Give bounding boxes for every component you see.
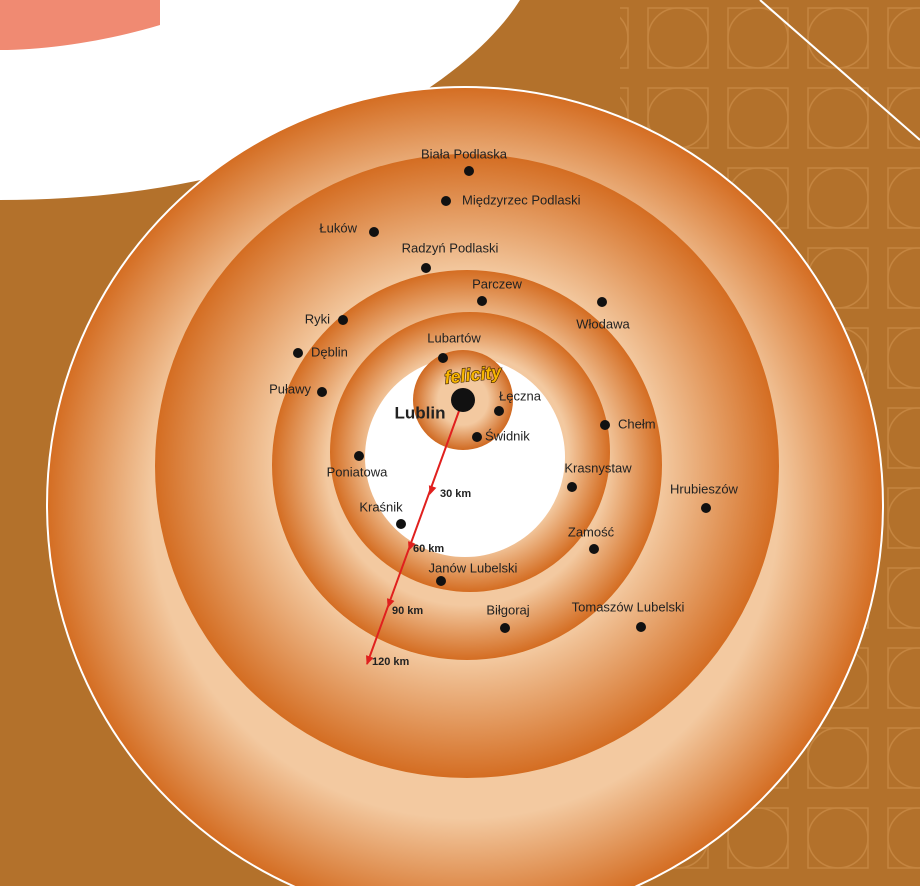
paper [0,0,520,200]
city-label: Radzyń Podlaski [402,240,499,255]
city-label: Zamość [568,524,615,539]
city-label: Włodawa [576,316,630,331]
city-label: Tomaszów Lubelski [572,599,685,614]
city-dot [421,263,431,273]
city-dot [589,544,599,554]
city-label: Biłgoraj [486,602,529,617]
city-label: Parczew [472,276,522,291]
city-dot [436,576,446,586]
city-label: Chełm [618,416,656,431]
city-label: Łuków [319,220,357,235]
distance-arrow [366,399,464,665]
city-dot [354,451,364,461]
city-dot [494,406,504,416]
city-label: Poniatowa [327,464,388,479]
city-dot [636,622,646,632]
city-label: Łęczna [499,388,542,403]
city-dot [293,348,303,358]
city-label: Kraśnik [359,499,403,514]
city-dot [464,166,474,176]
city-dot [567,482,577,492]
city-label: Biała Podlaska [421,146,508,161]
city-dot [338,315,348,325]
city-dot [396,519,406,529]
city-dot [317,387,327,397]
city-dot [472,432,482,442]
city-dot [441,196,451,206]
paper-flap [0,0,160,50]
city-dot [600,420,610,430]
distance-label: 60 km [413,543,444,555]
city-dot [500,623,510,633]
city-label: Świdnik [485,428,530,443]
city-label: Janów Lubelski [429,560,518,575]
distance-label: 30 km [440,488,471,500]
city-label: Krasnystaw [564,460,632,475]
center-dot [451,388,475,412]
city-dot [597,297,607,307]
city-label: Ryki [305,311,330,326]
city-dot [477,296,487,306]
city-dot [369,227,379,237]
city-label: Hrubieszów [670,481,739,496]
city-dot [438,353,448,363]
city-label: Puławy [269,381,311,396]
distance-label: 120 km [372,656,410,668]
city-dot [701,503,711,513]
city-label: Lubartów [427,330,481,345]
distance-label: 90 km [392,605,423,617]
center-label: Lublin [395,403,446,422]
city-label: Międzyrzec Podlaski [462,192,581,207]
city-label: Dęblin [311,344,348,359]
